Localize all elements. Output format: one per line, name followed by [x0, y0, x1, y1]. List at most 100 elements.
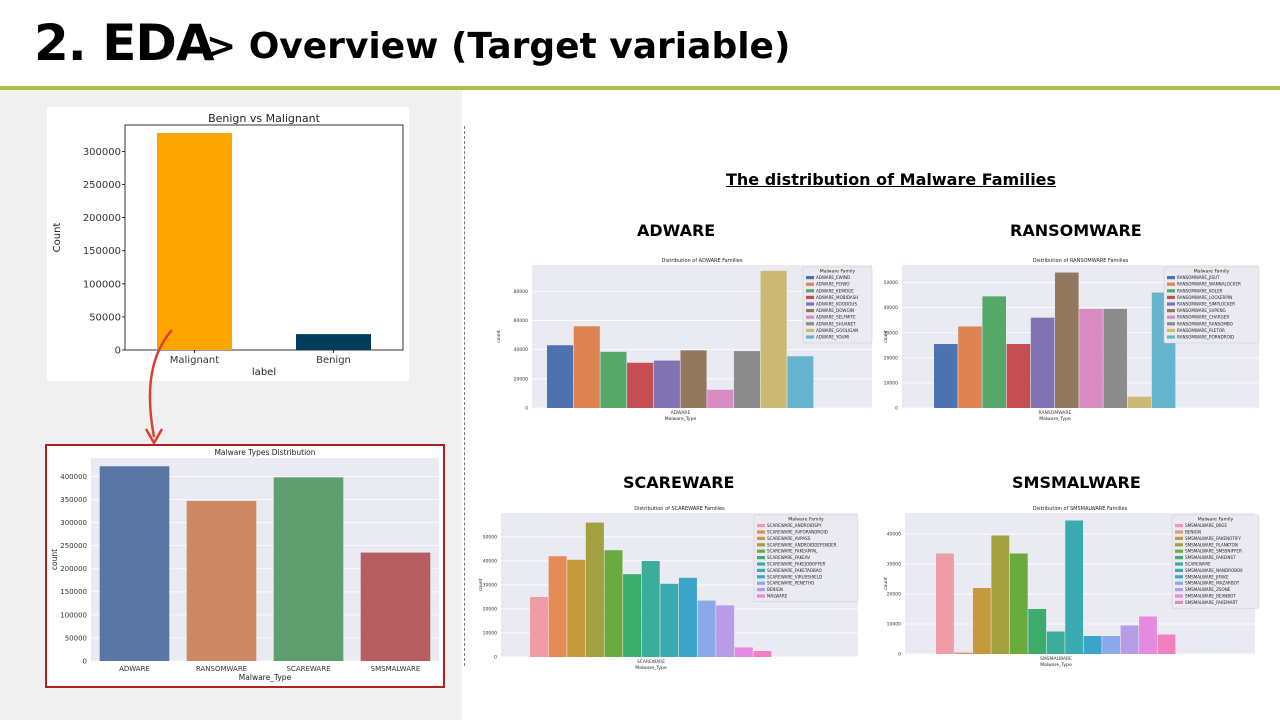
y-tick-label: 350000 — [60, 496, 87, 504]
bar-scareware — [273, 477, 344, 661]
legend-swatch — [757, 594, 765, 598]
drilldown-arrow — [144, 329, 173, 446]
legend-swatch — [757, 575, 765, 579]
benign-malignant-panel: Benign vs Malignant 0 50000 100000 150000 200… — [47, 107, 409, 381]
legend-label: ADWARE_KEMOGE — [816, 288, 854, 293]
ransomware-families-chart: Distribution of RANSOMWARE Families 0 1000… — [883, 258, 1260, 422]
smsmalware-heading: SMSMALWARE — [1012, 473, 1141, 492]
legend-swatch — [1175, 568, 1183, 572]
title-rule — [0, 86, 1280, 90]
x-tick-label: SCAREWARE — [286, 665, 330, 673]
y-tick-label: 0 — [525, 406, 528, 412]
y-tick-label: 100000 — [83, 279, 121, 290]
bar-ransomware-lockerpin — [1006, 344, 1031, 408]
distribution-heading: The distribution of Malware Families — [726, 170, 1057, 189]
x-tick-label: SCAREWARE — [637, 659, 665, 665]
bar-scareware-virusshield — [678, 577, 697, 657]
adware-families-chart: Distribution of ADWARE Families 0 20000 400… — [496, 258, 873, 422]
y-tick-label: 20000 — [887, 592, 901, 598]
bar-smsmalware-beanbot — [1139, 616, 1157, 654]
y-tick-label: 40000 — [483, 559, 497, 565]
y-tick-label: 100000 — [60, 611, 87, 619]
legend-swatch — [1167, 289, 1175, 293]
malware-types-chart: Malware Types Distribution 0 50000 100000 15… — [50, 448, 439, 682]
y-axis-label: Count — [52, 223, 63, 253]
legend-label: RANSOMWARE_PORNDROID — [1177, 335, 1234, 340]
legend-swatch — [806, 309, 814, 313]
x-tick-label: ADWARE — [671, 410, 691, 416]
y-tick-label: 40000 — [884, 305, 898, 311]
bar-adware-koodous — [653, 360, 680, 408]
legend-swatch — [1175, 600, 1183, 604]
legend-label: SCAREWARE_AVPASS — [767, 536, 811, 541]
legend-swatch — [806, 295, 814, 299]
legend-label: SCAREWARE_ANDROIDSPY — [767, 523, 822, 528]
chart-title: Malware Types Distribution — [214, 448, 315, 457]
y-tick-label: 40000 — [887, 532, 901, 538]
bar-ransomware-simplocker — [1030, 317, 1055, 408]
legend-label: SCAREWARE_ANDROIDDEFENDER — [767, 542, 837, 547]
bar-scareware-fakeappal — [604, 550, 623, 657]
y-tick-label: 250000 — [83, 180, 121, 191]
bar-ransomware-jisut — [934, 344, 958, 408]
chart-title: Benign vs Malignant — [208, 112, 321, 125]
legend-swatch — [757, 581, 765, 585]
bar-adware-mobidash — [627, 362, 654, 408]
x-tick-label: SMSMALWARE — [1040, 656, 1072, 662]
bar-adware-youmi — [787, 356, 814, 408]
x-tick-label: Malignant — [170, 355, 219, 366]
legend-swatch — [757, 549, 765, 553]
chart-title: Distribution of RANSOMWARE Families — [1033, 258, 1129, 264]
legend-swatch — [806, 328, 814, 332]
bar-smsmalware-fakeinst — [1028, 609, 1047, 654]
y-tick-label: 300000 — [83, 147, 121, 158]
legend-swatch — [1167, 335, 1175, 339]
legend-label: RANSOMWARE_SIMPLOCKER — [1177, 302, 1235, 307]
bar-malignant — [157, 132, 232, 350]
ransomware-panel: Distribution of RANSOMWARE Families 0 1000… — [879, 254, 1263, 427]
x-axis-label: Malware_Type — [665, 416, 697, 422]
bar-smsmalware-biige — [936, 553, 954, 654]
legend-title: Malware Family — [1198, 517, 1234, 523]
legend-swatch — [806, 276, 814, 280]
scareware-families-chart: Distribution of SCAREWARE Families 0 10000… — [478, 506, 859, 671]
bar-smsmalware — [360, 552, 431, 661]
legend-title: Malware Family — [820, 269, 856, 275]
x-axis-label: Malware_Type — [1040, 662, 1072, 668]
bar-adware-gooligan — [760, 270, 787, 408]
x-tick-label: Benign — [316, 355, 351, 366]
bar-smsmalware-plankton — [991, 535, 1010, 654]
bar-smsmalware-nandrobox — [1065, 520, 1084, 654]
legend-swatch — [806, 302, 814, 306]
legend-label: ADWARE_YOUMI — [816, 335, 849, 340]
legend-label: MALWARE — [767, 594, 788, 599]
legend-swatch — [1175, 543, 1183, 547]
y-tick-label: 20000 — [514, 376, 528, 382]
legend-label: SCAREWARE_FAKEAPPAL — [767, 549, 818, 554]
x-axis-label: Malware_Type — [239, 673, 292, 682]
legend-swatch — [1175, 562, 1183, 566]
y-tick-label: 50000 — [884, 280, 898, 286]
bar-scareware-androiddefender — [585, 522, 604, 657]
slide-subtitle: > Overview (Target variable) — [206, 26, 791, 67]
legend-label: RANSOMWARE_SVPENG — [1177, 308, 1226, 313]
legend-label: ADWARE_EWIND — [816, 275, 850, 280]
bar-ransomware-svpeng — [1055, 272, 1079, 408]
bar-ransomware — [186, 500, 257, 661]
legend-label: SMSMALWARE_NANDROBOX — [1185, 568, 1243, 573]
bar-malware — [734, 647, 753, 657]
chart-title: Distribution of SCAREWARE Families — [634, 506, 725, 512]
legend-label: SCAREWARE_FAKEAV — [767, 555, 810, 560]
bar-scareware-fakejoboffer — [641, 561, 660, 657]
legend-label: SCAREWARE_AVFORANDROID — [767, 530, 828, 535]
legend-swatch — [806, 335, 814, 339]
benign-malignant-chart: Benign vs Malignant 0 50000 100000 150000 200… — [52, 112, 404, 378]
y-axis-label: count — [883, 577, 889, 590]
legend-label: RANSOMWARE_RANSOMBO — [1177, 321, 1233, 326]
legend-swatch — [1167, 276, 1175, 280]
legend-swatch — [1167, 302, 1175, 306]
y-axis-label: count — [496, 330, 502, 343]
scareware-heading: SCAREWARE — [623, 473, 735, 492]
bar-adware — [99, 466, 170, 661]
bar-benign — [296, 334, 371, 350]
